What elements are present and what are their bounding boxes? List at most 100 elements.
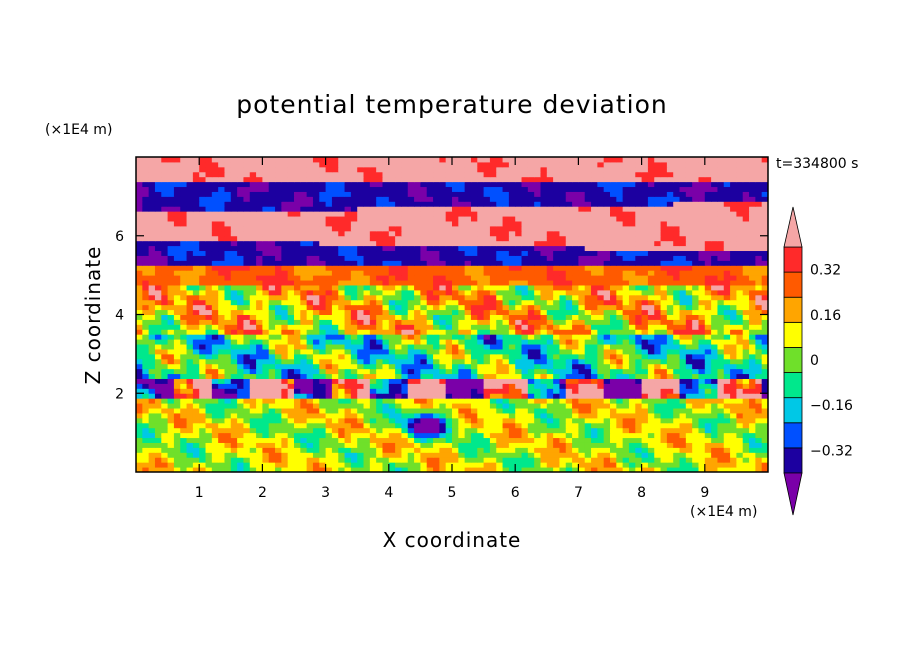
contour-cell (470, 437, 478, 443)
contour-cell (420, 280, 428, 286)
contour-cell (192, 319, 200, 325)
contour-cell (173, 240, 181, 247)
contour-cell (736, 348, 744, 355)
contour-cell (161, 324, 169, 330)
contour-cell (730, 398, 737, 404)
contour-cell (464, 250, 472, 256)
contour-cell (546, 245, 554, 252)
contour-cell (420, 422, 428, 429)
contour-cell (470, 412, 478, 419)
contour-cell (723, 245, 731, 252)
contour-cell (470, 230, 478, 237)
contour-cell (673, 280, 681, 286)
contour-cell (730, 373, 737, 379)
contour-cell (559, 408, 567, 414)
contour-cell (205, 368, 213, 375)
contour-cell (319, 442, 327, 448)
contour-cell (742, 427, 750, 434)
contour-cell (464, 353, 472, 360)
contour-cell (325, 457, 333, 463)
contour-cell (572, 245, 579, 252)
contour-cell (496, 408, 504, 414)
contour-cell (256, 417, 263, 424)
contour-cell (717, 339, 725, 345)
contour-cell (256, 284, 263, 291)
contour-cell (723, 442, 731, 448)
contour-cell (287, 275, 295, 281)
contour-cell (572, 363, 579, 370)
contour-cell (148, 353, 156, 360)
contour-cell (294, 299, 301, 306)
contour-cell (167, 442, 175, 448)
contour-cell (628, 393, 636, 399)
contour-cell (521, 353, 529, 360)
contour-cell (338, 467, 346, 472)
contour-cell (483, 412, 491, 419)
contour-cell (256, 378, 263, 384)
contour-cell (654, 319, 662, 325)
contour-cell (749, 348, 756, 355)
contour-cell (711, 368, 718, 375)
contour-cell (357, 467, 365, 472)
contour-cell (224, 353, 232, 360)
contour-cell (275, 412, 282, 419)
contour-cell (180, 230, 188, 237)
contour-cell (711, 235, 718, 242)
contour-cell (281, 373, 289, 379)
contour-cell (325, 467, 333, 472)
contour-cell (673, 260, 681, 266)
contour-cell (673, 230, 681, 237)
contour-cell (591, 388, 598, 394)
contour-cell (597, 353, 605, 360)
contour-cell (192, 240, 200, 247)
contour-cell (180, 280, 188, 286)
contour-cell (249, 462, 257, 468)
contour-cell (452, 403, 459, 409)
contour-cell (294, 255, 301, 261)
contour-cell (167, 289, 175, 296)
contour-cell (211, 457, 219, 463)
contour-cell (742, 245, 750, 252)
contour-cell (350, 427, 358, 434)
contour-cell (218, 408, 225, 414)
contour-cell (161, 462, 169, 468)
contour-cell (363, 284, 371, 291)
contour-cell (496, 457, 504, 463)
contour-cell (331, 230, 339, 237)
contour-cell (426, 309, 434, 315)
contour-cell (685, 447, 693, 453)
contour-cell (622, 427, 630, 434)
contour-cell (603, 437, 611, 443)
contour-cell (565, 393, 573, 399)
contour-cell (357, 314, 365, 320)
contour-cell (616, 437, 624, 443)
contour-cell (325, 412, 333, 419)
contour-cell (679, 398, 687, 404)
contour-cell (578, 442, 586, 448)
contour-cell (268, 289, 276, 296)
contour-cell (136, 412, 143, 419)
contour-cell (540, 383, 548, 389)
contour-cell (616, 270, 624, 276)
contour-cell (641, 358, 649, 365)
contour-cell (749, 299, 756, 306)
contour-cell (218, 280, 225, 286)
contour-cell (654, 250, 662, 256)
contour-cell (294, 398, 301, 404)
contour-cell (180, 417, 188, 424)
contour-cell (508, 452, 516, 458)
contour-cell (546, 344, 554, 350)
contour-cell (711, 358, 718, 365)
contour-cell (224, 442, 232, 448)
contour-cell (136, 373, 143, 379)
contour-cell (578, 363, 586, 370)
contour-cell (534, 457, 541, 463)
contour-cell (376, 457, 383, 463)
contour-cell (489, 353, 497, 360)
contour-cell (704, 260, 712, 266)
contour-cell (414, 427, 421, 434)
contour-cell (363, 299, 371, 306)
contour-cell (167, 235, 175, 242)
contour-cell (578, 294, 586, 301)
contour-cell (300, 373, 308, 379)
